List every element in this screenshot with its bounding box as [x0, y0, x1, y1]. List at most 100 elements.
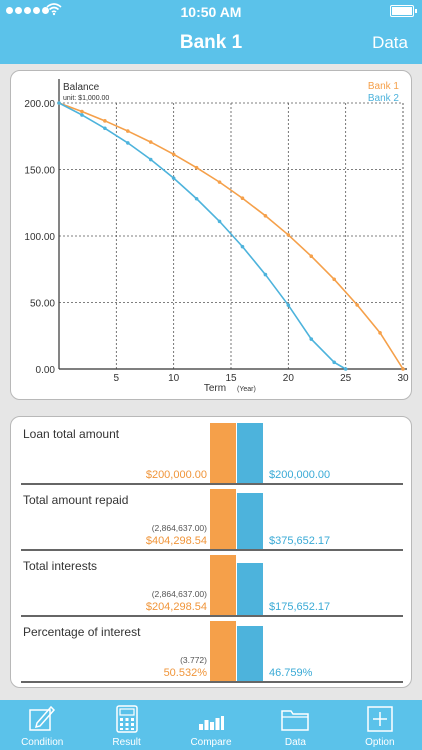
- battery-icon: [390, 5, 417, 17]
- series-point-2: [148, 157, 153, 162]
- comparison-panel: Loan total amount $200,000.00 $200,000.00 T…: [10, 416, 412, 688]
- signal-icon: [6, 7, 49, 14]
- plus-icon: [367, 706, 393, 732]
- series-point-2: [217, 219, 222, 224]
- tab-label: Data: [284, 737, 306, 748]
- y-tick-label: 200.00: [24, 99, 55, 110]
- x-tick-label: 15: [225, 373, 237, 384]
- row-label: Percentage of interest: [23, 625, 141, 639]
- series-point-2: [240, 244, 245, 249]
- y-tick-label: 100.00: [24, 232, 55, 243]
- y-tick-label: 0.00: [36, 365, 56, 376]
- series-point-2: [80, 113, 84, 117]
- series-point-2: [309, 337, 314, 341]
- comparison-row: Percentage of interest (3.772) 50.532% 46.7…: [21, 619, 403, 683]
- chart-ticks: 5 10 15 20 25 30 0.00 50.00 100.00 150.00 200.00: [24, 99, 409, 384]
- row-label: Total interests: [23, 559, 98, 573]
- data-button[interactable]: Data: [372, 33, 408, 52]
- x-tick-label: 25: [340, 373, 352, 384]
- bank-2-bar: [237, 563, 263, 615]
- tab-option[interactable]: Option: [338, 700, 422, 750]
- x-tick-label: 5: [114, 373, 120, 384]
- difference-value: (3.772): [180, 655, 207, 665]
- bar-chart-icon: [199, 716, 225, 730]
- series-point-1: [355, 303, 359, 307]
- x-axis-unit: (Year): [237, 386, 256, 393]
- series-point-1: [148, 140, 153, 144]
- series-point-1: [194, 165, 199, 170]
- bank-1-bar: [210, 489, 236, 549]
- series-point-2: [332, 360, 337, 365]
- legend-bank-2: Bank 2: [368, 93, 400, 104]
- bank-2-value: $200,000.00: [269, 469, 331, 481]
- x-tick-label: 10: [168, 373, 180, 384]
- chart-series: [57, 101, 405, 371]
- bank-1-bar: [210, 423, 236, 483]
- series-point-1: [103, 119, 107, 123]
- series-point-1: [240, 196, 245, 201]
- calculator-icon: [115, 705, 138, 733]
- series-point-1: [332, 277, 337, 282]
- tab-data[interactable]: Data: [253, 700, 337, 750]
- bank-2-bar: [237, 493, 263, 549]
- status-bar: 10:50 AM: [0, 0, 422, 22]
- series-point-2: [263, 272, 268, 277]
- edit-icon: [29, 705, 56, 731]
- bank-1-bar: [210, 555, 236, 615]
- series-point-1: [217, 180, 222, 184]
- bank-1-value: $404,298.54: [145, 535, 207, 547]
- tab-bar: Condition Result Compare Data: [0, 700, 422, 750]
- bank-2-bar: [237, 423, 263, 483]
- comparison-row: Total amount repaid (2,864,637.00) $404,29…: [21, 487, 403, 551]
- series-point-1: [80, 109, 84, 114]
- y-tick-label: 150.00: [24, 166, 55, 177]
- legend-bank-1: Bank 1: [368, 81, 400, 92]
- tab-result[interactable]: Result: [84, 700, 168, 750]
- comparison-row: Loan total amount $200,000.00 $200,000.00: [21, 421, 403, 485]
- series-point-2: [343, 367, 348, 371]
- series-line-1: [58, 102, 404, 370]
- bank-2-bar: [237, 625, 263, 681]
- bank-1-bar: [210, 621, 236, 681]
- balance-chart-panel: 5 10 15 20 25 30 0.00 50.00 100.00 150.00 200.00 B…: [10, 70, 412, 400]
- series-line-2: [58, 102, 347, 370]
- series-point-1: [171, 152, 176, 157]
- tab-label: Option: [365, 737, 395, 748]
- chart-grid: [59, 102, 404, 370]
- series-point-2: [126, 141, 130, 145]
- row-label: Loan total amount: [23, 427, 120, 441]
- series-point-1: [286, 233, 291, 237]
- tab-compare[interactable]: Compare: [169, 700, 253, 750]
- series-point-1: [378, 331, 382, 335]
- status-time: 10:50 AM: [180, 4, 242, 20]
- bank-2-value: 46.759%: [269, 667, 313, 679]
- bank-1-value: $200,000.00: [145, 469, 207, 481]
- x-tick-label: 30: [397, 373, 409, 384]
- y-tick-label: 50.00: [30, 299, 55, 310]
- series-point-1: [126, 129, 130, 133]
- tab-condition[interactable]: Condition: [0, 700, 84, 750]
- bank-2-value: $175,652.17: [269, 601, 331, 613]
- y-axis-label: Balance: [63, 82, 100, 93]
- tab-label: Compare: [190, 737, 232, 748]
- chart-axes: [58, 79, 407, 370]
- page-title: Bank 1: [179, 32, 243, 53]
- row-label: Total amount repaid: [23, 493, 129, 507]
- series-point-1: [309, 254, 314, 259]
- y-axis-unit: unit: $1,000.00: [63, 95, 109, 102]
- tab-label: Result: [112, 737, 141, 748]
- tab-label: Condition: [21, 737, 64, 748]
- series-point-2: [286, 303, 291, 307]
- series-point-1: [401, 367, 405, 371]
- x-tick-label: 20: [283, 373, 295, 384]
- series-point-2: [194, 196, 199, 201]
- bank-1-value: $204,298.54: [145, 601, 207, 613]
- balance-chart: 5 10 15 20 25 30 0.00 50.00 100.00 150.00 200.00 B…: [24, 79, 409, 394]
- difference-value: (2,864,637.00): [151, 523, 207, 533]
- series-point-2: [103, 126, 107, 131]
- header: 10:50 AM Bank 1 Data: [0, 0, 422, 64]
- folder-icon: [281, 710, 310, 731]
- difference-value: (2,864,637.00): [151, 589, 207, 599]
- x-axis-label: Term: [204, 383, 226, 394]
- bank-2-value: $375,652.17: [269, 535, 331, 547]
